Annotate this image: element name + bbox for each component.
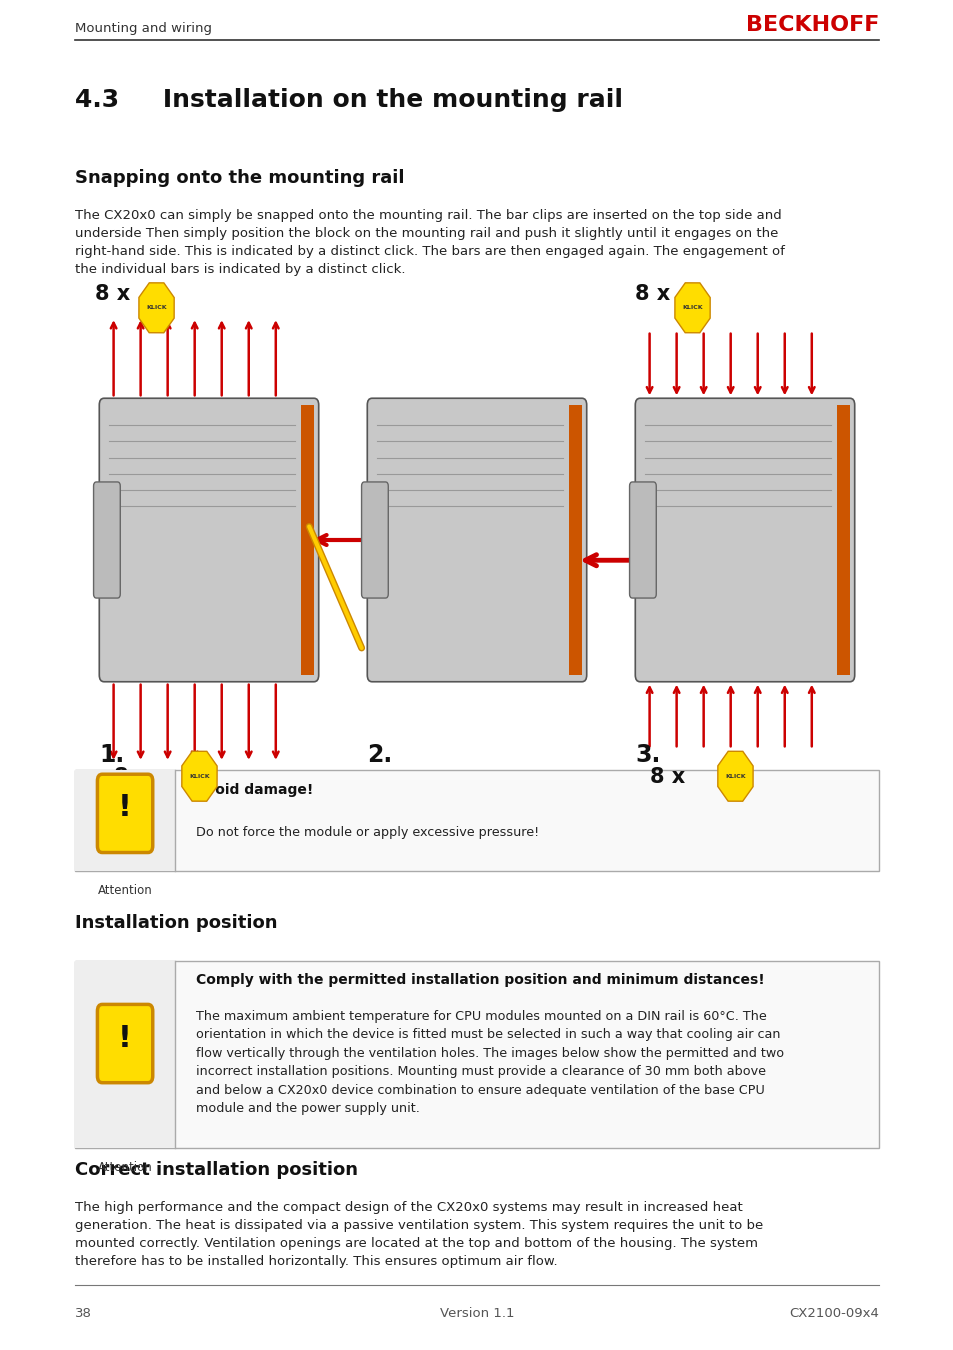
Text: BECKHOFF: BECKHOFF [745,15,878,35]
Text: 1.: 1. [99,743,125,767]
Text: Comply with the permitted installation position and minimum distances!: Comply with the permitted installation p… [196,973,764,987]
FancyBboxPatch shape [629,482,656,598]
Text: CX2100-09x4: CX2100-09x4 [788,1307,878,1320]
FancyBboxPatch shape [99,398,318,682]
FancyBboxPatch shape [75,769,878,871]
Text: KLICK: KLICK [724,774,745,779]
Text: The maximum ambient temperature for CPU modules mounted on a DIN rail is 60°C. T: The maximum ambient temperature for CPU … [196,1010,783,1115]
Text: Version 1.1: Version 1.1 [439,1307,514,1320]
Text: 8 x: 8 x [113,767,149,787]
Text: KLICK: KLICK [146,305,167,310]
FancyBboxPatch shape [75,769,175,871]
FancyBboxPatch shape [75,961,878,1148]
Text: 8 x: 8 x [94,284,130,304]
FancyBboxPatch shape [300,405,314,675]
Text: 3.: 3. [635,743,660,767]
Text: Attention: Attention [97,884,152,898]
FancyBboxPatch shape [361,482,388,598]
FancyBboxPatch shape [836,405,849,675]
Text: 4.3     Installation on the mounting rail: 4.3 Installation on the mounting rail [75,88,622,112]
FancyBboxPatch shape [568,405,581,675]
Text: The CX20x0 can simply be snapped onto the mounting rail. The bar clips are inser: The CX20x0 can simply be snapped onto th… [75,209,784,277]
Text: 8 x: 8 x [649,767,684,787]
Text: Mounting and wiring: Mounting and wiring [75,22,212,35]
FancyBboxPatch shape [635,398,854,682]
Text: KLICK: KLICK [681,305,702,310]
Text: Avoid damage!: Avoid damage! [196,783,314,796]
Text: 8 x: 8 x [635,284,670,304]
Text: !: ! [118,794,132,822]
Text: KLICK: KLICK [189,774,210,779]
FancyBboxPatch shape [75,961,175,1148]
Text: 2.: 2. [367,743,392,767]
Text: Correct installation position: Correct installation position [75,1161,357,1179]
Text: Snapping onto the mounting rail: Snapping onto the mounting rail [75,169,404,186]
FancyBboxPatch shape [97,1004,152,1083]
Text: Do not force the module or apply excessive pressure!: Do not force the module or apply excessi… [196,826,538,840]
Text: Installation position: Installation position [75,914,277,931]
FancyBboxPatch shape [93,482,120,598]
Text: 38: 38 [75,1307,91,1320]
Text: Attention: Attention [97,1161,152,1174]
FancyBboxPatch shape [97,775,152,853]
Text: !: ! [118,1023,132,1053]
FancyBboxPatch shape [367,398,586,682]
Text: The high performance and the compact design of the CX20x0 systems may result in : The high performance and the compact des… [75,1202,762,1269]
